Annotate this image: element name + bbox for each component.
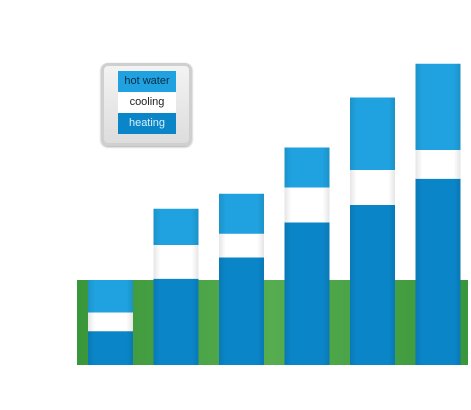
bar-shading-4 (284, 147, 330, 365)
bar-shading-5 (350, 97, 395, 365)
legend-item-heating: heating (118, 113, 176, 134)
bars-group (88, 63, 461, 365)
bar-shading-6 (415, 63, 461, 365)
legend: hot water cooling heating (101, 63, 192, 146)
legend-item-cooling: cooling (118, 92, 176, 113)
legend-item-hot-water: hot water (118, 71, 176, 92)
bar-shading-1 (88, 280, 133, 365)
bar-shading-3 (219, 193, 264, 365)
reference-band (77, 280, 468, 365)
bar-shading-2 (153, 208, 199, 365)
